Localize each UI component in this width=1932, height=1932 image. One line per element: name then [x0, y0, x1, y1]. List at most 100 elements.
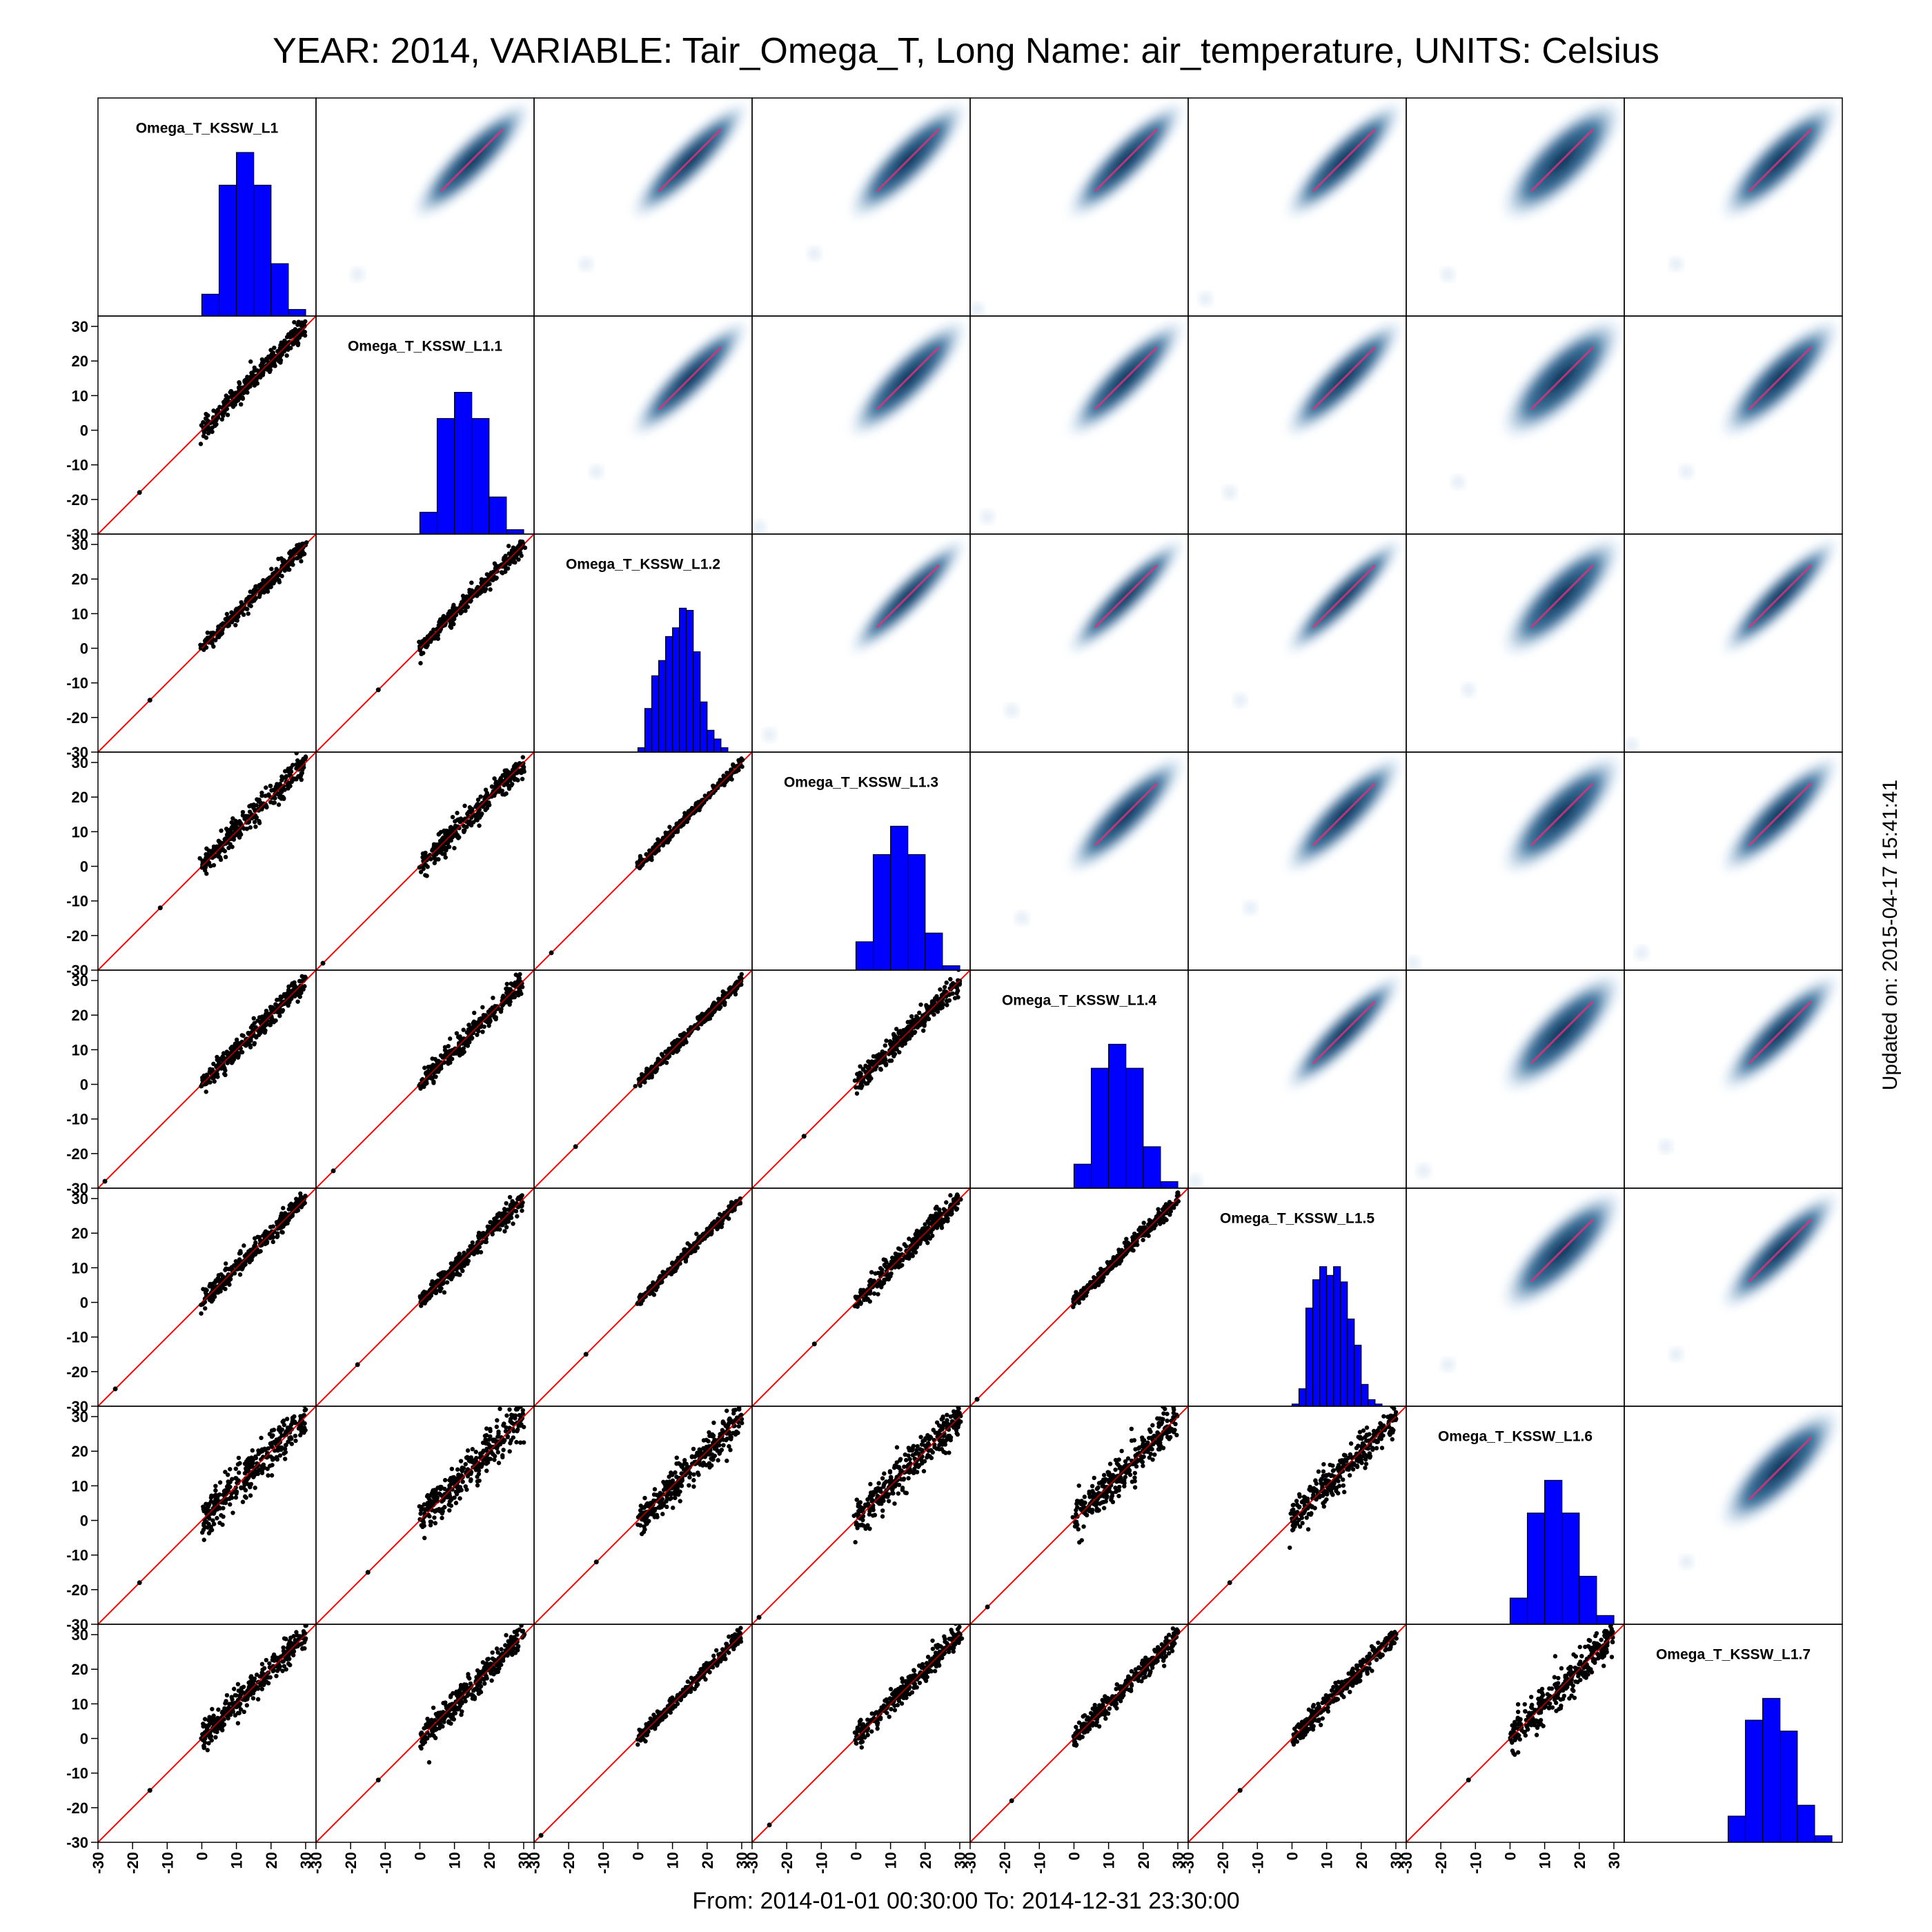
histogram-bar-3-3: [907, 854, 926, 970]
scatter-point-3-1-307: [510, 767, 515, 772]
panel-4-3: [752, 970, 970, 1188]
scatter-point-3-1-11: [492, 776, 497, 781]
scatter-point-1-0-81: [282, 338, 287, 343]
scatter-point-3-1-309: [436, 831, 441, 837]
scatter-point-4-1-313: [478, 1024, 484, 1029]
histogram-bar-0-1: [218, 184, 237, 316]
scatter-point-5-3-294: [909, 1238, 914, 1243]
scatter-point-4-1-120: [482, 1024, 486, 1029]
panel-2-7: [1625, 534, 1842, 751]
scatter-point-5-0-56: [237, 1272, 243, 1277]
scatter-point-4-3-318: [882, 1059, 887, 1064]
scatter-point-3-1-303: [477, 823, 482, 828]
scatter-point-3-2-305: [664, 832, 669, 837]
scatter-point-3-1-291: [516, 762, 521, 767]
scatter-point-4-3-201: [924, 1003, 929, 1008]
scatter-point-1-0-111: [303, 319, 308, 324]
scatter-point-2-1-303: [513, 554, 518, 560]
density-outlier-2-5: [1234, 693, 1247, 707]
identity-overlay-3-1: [419, 762, 524, 867]
scatter-point-3-1-316: [484, 806, 490, 811]
scatter-point-1-0-75: [272, 345, 277, 351]
scatter-point-3-0-299: [197, 856, 202, 861]
scatter-point-2-0-270: [253, 596, 258, 601]
scatter-point-1-0-238: [262, 359, 266, 364]
scatter-point-5-0-267: [290, 1213, 295, 1219]
density-outlier-3-4: [1016, 911, 1029, 925]
density-center-2-6: [1530, 564, 1594, 629]
scatter-point-4-1-179: [471, 1019, 477, 1024]
scatter-point-5-3-142: [913, 1250, 918, 1255]
scatter-point-3-1-231: [502, 792, 507, 797]
scatter-point-4-0-294: [262, 1025, 266, 1030]
scatter-point-4-3-226: [894, 1027, 899, 1032]
variable-label-1: Omega_T_KSSW_L1.1: [348, 339, 502, 355]
scatter-point-5-0-236: [287, 1203, 292, 1208]
scatter-point-5-0-315: [253, 1236, 257, 1241]
scatter-point-1-0-313: [248, 374, 253, 379]
scatter-point-5-0-237: [270, 1224, 276, 1229]
density-outlier-0-3: [808, 247, 821, 260]
scatter-point-5-0-225: [199, 1302, 204, 1308]
panel-1-1: Omega_T_KSSW_L1.1: [348, 339, 524, 534]
scatter-point-3-1-227: [443, 855, 448, 860]
scatter-point-3-0-220: [282, 796, 286, 800]
scatter-point-3-1-279: [512, 777, 518, 782]
panel-1-4: [981, 316, 1188, 523]
scatter-point-5-1-298: [440, 1270, 445, 1275]
density-outlier-0-2: [580, 257, 593, 270]
scatter-point-5-1-308: [490, 1223, 495, 1228]
scatter-point-4-1-245: [498, 1009, 504, 1014]
density-center-1-4: [1094, 346, 1158, 411]
scatter-point-3-1-157: [436, 857, 441, 862]
scatter-point-3-0-292: [218, 857, 224, 862]
scatter-point-2-1-287: [425, 635, 430, 640]
scatter-point-3-1-255: [503, 782, 509, 787]
scatter-point-5-3-318: [934, 1223, 939, 1228]
scatter-point-3-0-197: [240, 809, 246, 815]
scatter-point-4-0-236: [230, 1059, 235, 1064]
scatter-point-2-1-151: [516, 557, 521, 562]
scatter-point-2-0-264: [279, 573, 284, 579]
scatter-point-4-2-198: [678, 1033, 683, 1038]
scatter-point-4-0-300: [248, 1037, 253, 1042]
density-outlier-0-6: [1441, 268, 1455, 281]
scatter-point-5-3-291: [887, 1263, 892, 1268]
scatter-point-4-0-309: [292, 994, 297, 999]
scatter-point-1-0-127: [241, 391, 246, 395]
density-center-2-5: [1312, 564, 1376, 629]
panel-3-6: [1407, 752, 1624, 969]
scatter-point-5-0-227: [237, 1257, 242, 1262]
scatter-point-4-2-286: [664, 1061, 669, 1065]
scatter-point-3-1-298: [466, 821, 471, 826]
scatter-point-3-1-306: [428, 856, 433, 862]
scatter-point-5-1-248: [515, 1214, 520, 1219]
scatter-point-5-1-266: [446, 1274, 451, 1279]
scatter-point-5-3-227: [904, 1244, 909, 1249]
scatter-point-1-0-290: [271, 362, 276, 367]
scatter-point-5-0-1: [270, 1239, 276, 1245]
density-outlier-4-6: [1417, 1164, 1430, 1177]
histogram-bar-2-12: [720, 747, 729, 752]
density-center-2-3: [876, 564, 940, 629]
histogram-bar-0-0: [201, 293, 220, 316]
scatter-point-4-3-73: [884, 1038, 889, 1043]
scatter-point-2-0-172: [261, 578, 266, 583]
scatter-point-4-1-249: [500, 995, 505, 1000]
density-outlier-2-7: [1625, 738, 1638, 751]
scatter-point-3-0-302: [238, 820, 243, 825]
scatter-point-3-2-308: [724, 778, 729, 783]
scatter-point-4-3-308: [940, 1005, 945, 1010]
variable-label-3: Omega_T_KSSW_L1.3: [784, 775, 938, 791]
identity-overlay-5-0: [201, 1198, 306, 1303]
histogram-bar-2-5: [672, 627, 680, 752]
scatter-point-3-1-311: [420, 851, 426, 856]
panel-4-2: [534, 970, 752, 1188]
outlier-point-5-2: [583, 1352, 589, 1357]
scatter-point-2-1-215: [419, 651, 424, 657]
scatter-point-3-0-310: [255, 797, 259, 802]
scatter-point-4-0-134: [238, 1049, 244, 1055]
panel-2-1: [316, 534, 534, 752]
scatter-point-5-3-295: [947, 1210, 952, 1216]
scatter-point-5-0-218: [199, 1311, 204, 1316]
